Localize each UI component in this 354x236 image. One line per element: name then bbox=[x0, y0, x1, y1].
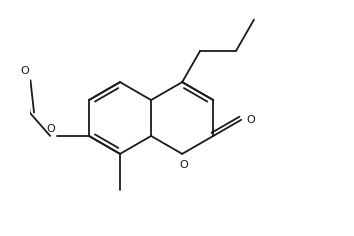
Text: O: O bbox=[247, 115, 255, 125]
Text: O: O bbox=[179, 160, 188, 170]
Text: O: O bbox=[46, 124, 55, 134]
Text: O: O bbox=[20, 66, 29, 76]
